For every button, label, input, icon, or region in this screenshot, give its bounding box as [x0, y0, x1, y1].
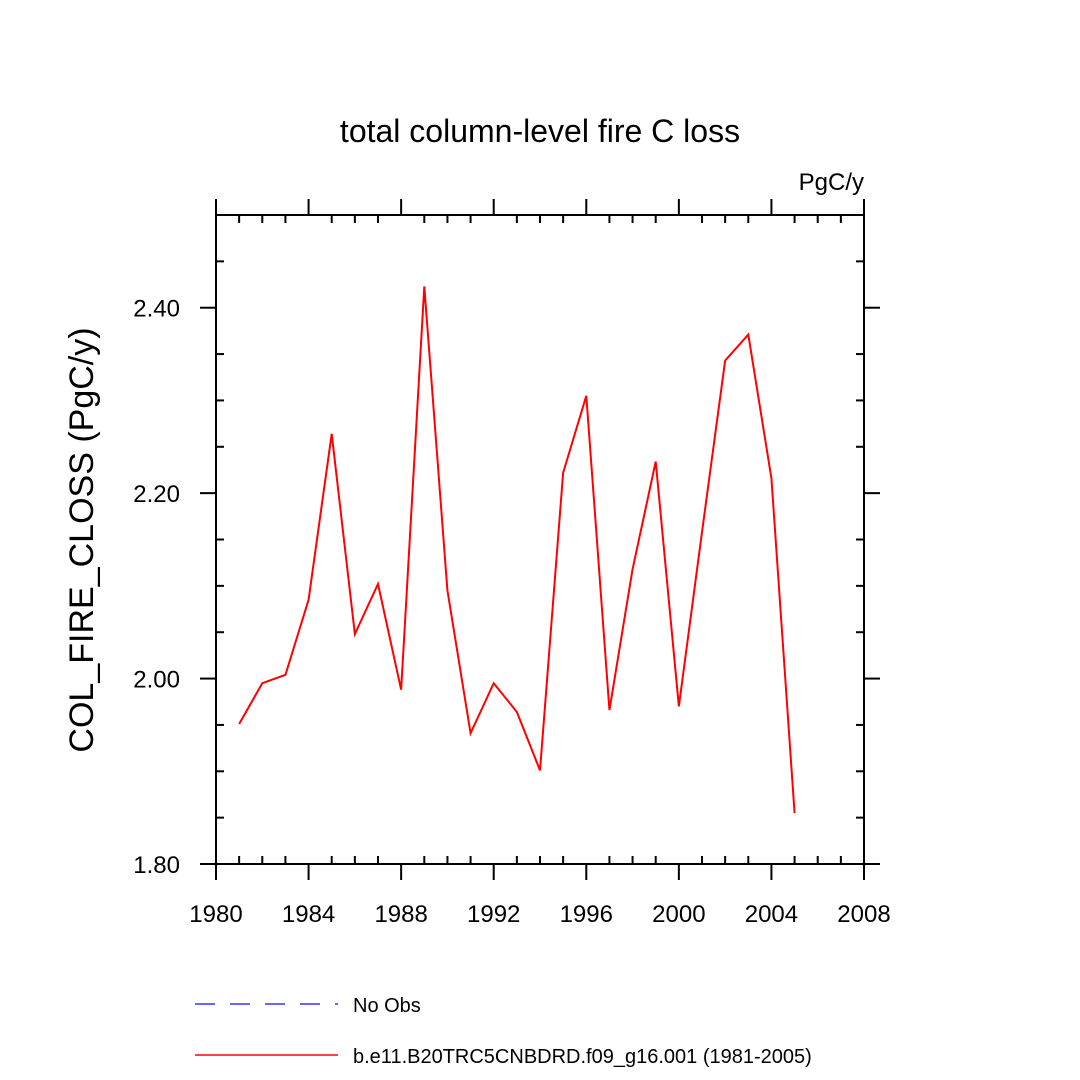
x-tick-label: 1996: [560, 901, 613, 928]
x-tick-label: 1988: [374, 901, 427, 928]
series-layer: [238, 286, 796, 814]
x-tick-label: 2004: [745, 901, 798, 928]
tick-labels: 1980 1984 1988 1992 1996 2000 2004 2008 1.80 2.00…: [133, 296, 890, 928]
legend-label: No Obs: [353, 995, 421, 1017]
x-tick-label: 1980: [189, 901, 242, 928]
legend: No Obs b.e11.B20TRC5CNBDRD.f09_g16.001 (1…: [195, 995, 812, 1068]
y-tick-label: 2.40: [133, 296, 180, 323]
y-tick-label: 1.80: [133, 852, 180, 879]
y-tick-label: 2.00: [133, 667, 180, 694]
x-tick-label: 1984: [282, 901, 335, 928]
legend-label: b.e11.B20TRC5CNBDRD.f09_g16.001 (1981-20…: [353, 1046, 812, 1068]
y-tick-label: 2.20: [133, 481, 180, 508]
plot-frame: [215, 214, 865, 865]
units-label: PgC/y: [799, 169, 864, 196]
x-tick-label: 1992: [467, 901, 520, 928]
x-tick-label: 2000: [652, 901, 705, 928]
chart-title: total column-level fire C loss: [340, 113, 740, 149]
y-axis-label: COL_FIRE_CLOSS (PgC/y): [63, 327, 101, 752]
series-line: [238, 286, 796, 814]
x-tick-label: 2008: [837, 901, 890, 928]
axis-ticks: [200, 199, 880, 880]
